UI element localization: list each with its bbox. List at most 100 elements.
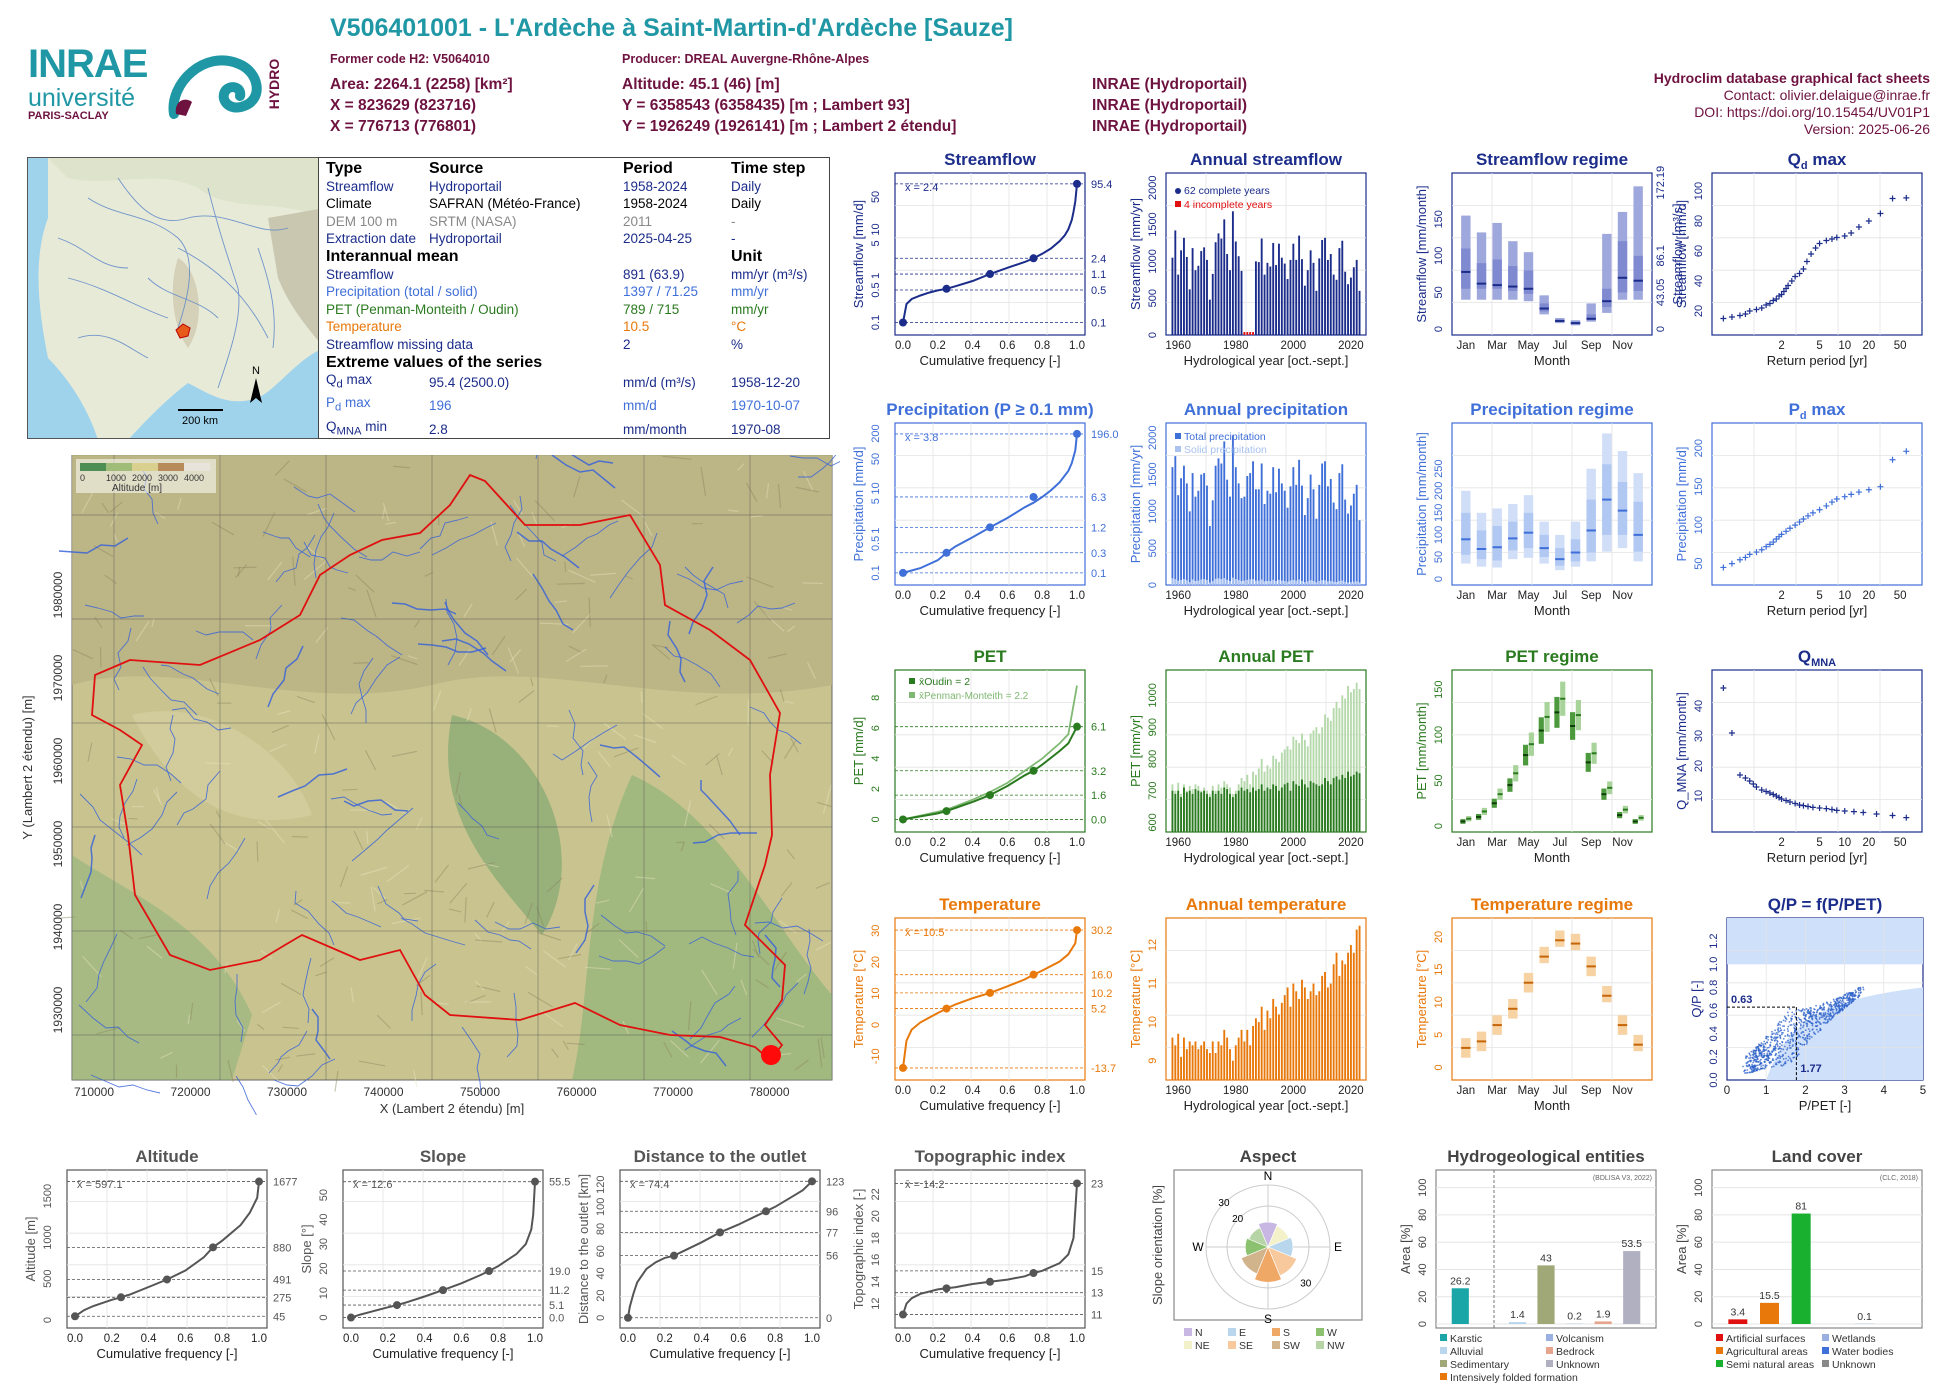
- legend-label: Unknown: [1556, 1359, 1600, 1371]
- cell: mm/yr (m³/s): [731, 266, 808, 282]
- hillshade-stroke: [700, 466, 707, 496]
- hillshade-stroke: [151, 618, 155, 627]
- plot-frame: [894, 172, 1086, 336]
- quantile-point: [986, 1277, 994, 1286]
- scatter-point: [1788, 1042, 1791, 1045]
- river: [277, 768, 348, 798]
- scatter-point: [1797, 1035, 1800, 1038]
- y-axis-label: PET [mm/yr]: [1128, 715, 1143, 787]
- scatter-point: [1831, 1011, 1834, 1013]
- x-tick-label: 1960: [1165, 1085, 1191, 1097]
- annual-bar: [1295, 259, 1298, 335]
- scatter-point: [1789, 1047, 1791, 1049]
- legend-swatch: [1440, 1373, 1447, 1380]
- hillshade-stroke: [564, 561, 567, 572]
- river: [206, 837, 246, 900]
- mean-row: Temperature 10.5 °C: [323, 318, 825, 336]
- x-axis-label: P/PET [-]: [1799, 1098, 1852, 1113]
- hillshade-stroke: [633, 734, 656, 744]
- river: [85, 933, 118, 1003]
- y-tick-label: 20: [1433, 931, 1445, 943]
- hillshade-stroke: [695, 695, 718, 706]
- annual-bar: [1243, 332, 1246, 335]
- scatter-point: [1787, 1030, 1790, 1032]
- chart-title: Temperature regime: [1471, 895, 1633, 914]
- x-tick-label: 0.6: [999, 1085, 1015, 1097]
- scatter-point: [1829, 1001, 1832, 1004]
- annual-bar: [1217, 458, 1220, 585]
- scatter-point: [1754, 1060, 1757, 1063]
- annual-bar: [1188, 1041, 1191, 1080]
- hillshade-stroke: [277, 1064, 284, 1073]
- scatter-point: [1776, 1057, 1779, 1059]
- scatter-point: [1763, 1067, 1766, 1070]
- annual-bar: [1223, 1029, 1226, 1080]
- hillshade-stroke: [747, 699, 750, 725]
- y-tick-label: 200: [1433, 482, 1445, 500]
- mean-row: Streamflow missing data 2%: [323, 336, 825, 354]
- annual-bar: [1237, 1037, 1240, 1080]
- river: [688, 566, 714, 635]
- river: [803, 928, 812, 995]
- oudin-bar: [1252, 787, 1254, 832]
- solid-bar: [1185, 580, 1188, 585]
- annual-bar: [1254, 261, 1257, 335]
- category-bar: [1760, 1302, 1779, 1324]
- right-tick-label: -13.7: [1091, 1063, 1116, 1075]
- plot-frame: [1451, 669, 1653, 833]
- scatter-point: [1787, 1055, 1790, 1058]
- scatter-point: [1799, 1035, 1802, 1038]
- annual-bar: [1292, 243, 1295, 335]
- scatter-point: [1760, 1053, 1763, 1056]
- x-tick-label: 1980: [1223, 590, 1249, 602]
- x-axis-label: Return period [yr]: [1767, 850, 1867, 865]
- scatter-point: [1764, 1064, 1767, 1066]
- y-tick-label: 2000: [1147, 175, 1159, 199]
- x-tick-label: Mar: [1487, 340, 1507, 352]
- scatter-point: [1790, 1019, 1793, 1022]
- oudin-bar: [1272, 784, 1275, 832]
- scatter-point: [1783, 1062, 1786, 1065]
- hillshade-stroke: [432, 690, 442, 711]
- y-tick-label: 40: [318, 1213, 330, 1225]
- scatter-point: [1751, 1053, 1754, 1056]
- scatter-point: [1748, 1063, 1751, 1066]
- annual-bar: [1335, 279, 1338, 335]
- oudin-bar: [1194, 789, 1197, 832]
- right-tick-label: 0: [1655, 326, 1667, 332]
- cell: 1958-2024: [623, 178, 688, 194]
- x-tick-label: 0.2: [930, 340, 946, 352]
- hillshade-stroke: [347, 586, 357, 592]
- annual-bar: [1208, 526, 1211, 585]
- scatter-point: [1744, 1069, 1746, 1072]
- data-point: [1841, 808, 1848, 814]
- x-tick-label: 10: [1838, 340, 1851, 352]
- scatter-point: [1839, 996, 1842, 999]
- scatter-point: [1815, 1015, 1818, 1018]
- chart-title: Land cover: [1772, 1147, 1863, 1166]
- chart-title: Qd max: [1788, 150, 1847, 172]
- solid-bar: [1315, 582, 1318, 585]
- scatter-point: [1803, 1017, 1806, 1020]
- scatter-point: [1775, 1037, 1778, 1040]
- terrain-patch: [132, 711, 312, 821]
- y-tick-label: 1: [870, 528, 882, 534]
- bar-value-label: 0.2: [1567, 1311, 1582, 1323]
- hillshade-stroke: [507, 647, 520, 674]
- river: [575, 884, 595, 954]
- scatter-point: [1777, 1029, 1780, 1032]
- scatter-point: [1799, 1027, 1802, 1030]
- scatter-point: [1841, 1009, 1844, 1012]
- scatter-point: [1846, 994, 1849, 997]
- compass-label: S: [1264, 1312, 1272, 1326]
- scatter-point: [1815, 1014, 1817, 1016]
- y-tick-label: 11: [1147, 978, 1159, 989]
- legend-label: Solid precipitation: [1184, 444, 1267, 456]
- data-point: [1785, 282, 1792, 289]
- hillshade-stroke: [360, 866, 388, 876]
- hillshade-stroke: [293, 899, 303, 906]
- legend-swatch: [1822, 1334, 1829, 1341]
- hillshade-stroke: [822, 784, 832, 814]
